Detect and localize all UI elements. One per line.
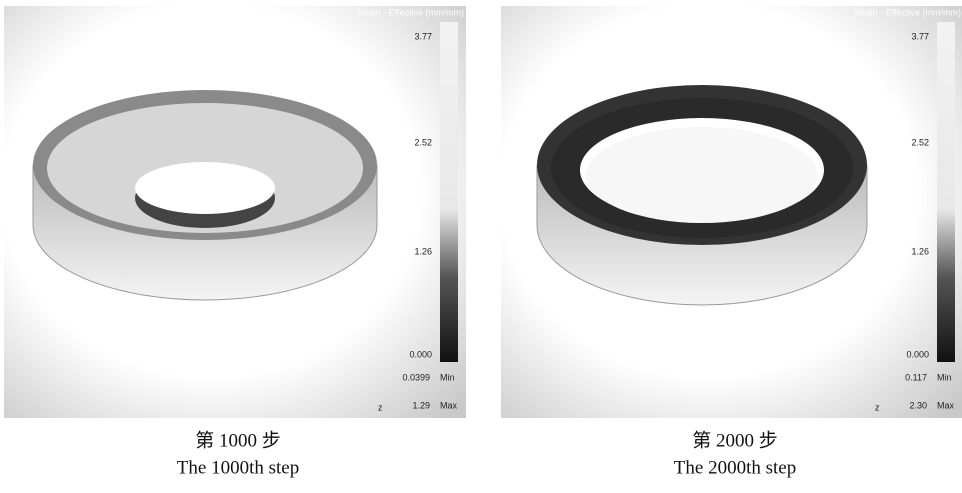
min-label: Min xyxy=(440,372,455,382)
scale-label: 0.000 xyxy=(409,349,432,359)
scale-label: 2.52 xyxy=(911,137,929,147)
ring-hole-light xyxy=(586,127,818,223)
panel: Strain - Effective (mm/mm) 3.77 2.52 1.26 0.… xyxy=(501,6,962,478)
caption-zh: 第 1000 步 xyxy=(195,429,281,451)
caption-en: The 2000th step xyxy=(674,457,796,478)
panel: Strain - Effective (mm/mm) 3.77 2.52 1.26 0.… xyxy=(4,6,466,478)
scale-label: 1.26 xyxy=(414,246,432,256)
min-value: 0.117 xyxy=(905,372,927,382)
axis-label: z xyxy=(378,402,383,412)
scale-label: 3.77 xyxy=(911,31,929,41)
color-bar xyxy=(937,22,955,362)
max-label: Max xyxy=(440,400,458,410)
min-label: Min xyxy=(937,372,952,382)
legend-title: Strain - Effective (mm/mm) xyxy=(357,7,464,17)
legend-title: Strain - Effective (mm/mm) xyxy=(854,7,961,17)
max-value: 2.30 xyxy=(909,400,927,410)
min-value: 0.0399 xyxy=(402,372,430,382)
ring-hole-top xyxy=(135,162,275,214)
caption-zh: 第 2000 步 xyxy=(692,429,778,451)
scale-label: 3.77 xyxy=(414,31,432,41)
scale-label: 1.26 xyxy=(911,246,929,256)
caption-en: The 1000th step xyxy=(177,457,299,478)
scale-label: 2.52 xyxy=(414,137,432,147)
axis-label: z xyxy=(875,402,880,412)
max-value: 1.29 xyxy=(412,400,430,410)
color-bar xyxy=(440,22,458,362)
figure: Strain - Effective (mm/mm) 3.77 2.52 1.26 0.… xyxy=(0,0,962,493)
scale-label: 0.000 xyxy=(906,349,929,359)
max-label: Max xyxy=(937,400,955,410)
